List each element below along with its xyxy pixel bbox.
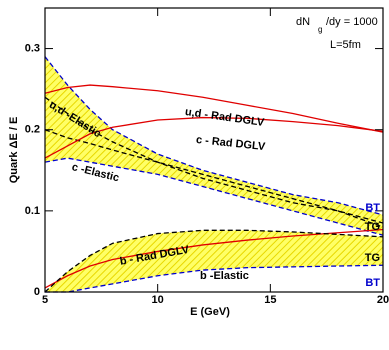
y-axis-label: Quark ΔE / E: [8, 117, 20, 184]
annotation: TG: [365, 221, 380, 233]
curve: [44, 157, 384, 236]
band: [45, 230, 383, 292]
annotation: g: [318, 25, 322, 34]
x-axis-label: E (GeV): [190, 306, 230, 318]
annotation: c - Rad DGLV: [195, 134, 266, 153]
curve: [45, 264, 384, 293]
annotation: TG: [365, 252, 380, 264]
annotation: BT: [365, 277, 380, 289]
band: [45, 56, 383, 236]
curve: [44, 129, 384, 228]
y-tick-label: 0: [34, 286, 40, 298]
annotation: b -Elastic: [200, 270, 249, 282]
curve: [44, 84, 384, 133]
curve: [44, 116, 384, 159]
y-tick-label: 0.3: [25, 42, 40, 54]
plot-frame: [44, 7, 384, 293]
annotation: u,d - Rad DGLV: [184, 106, 265, 129]
curve: [44, 96, 384, 224]
annotation: L=5fm: [330, 39, 361, 51]
curve: [44, 229, 384, 293]
x-tick-label: 10: [152, 294, 164, 306]
x-tick-label: 20: [377, 294, 389, 306]
y-tick-label: 0.1: [25, 205, 40, 217]
annotation: dN: [296, 16, 310, 28]
curve: [44, 56, 384, 216]
curve: [44, 228, 384, 289]
y-tick-label: 0.2: [25, 124, 40, 136]
annotation: /dy = 1000: [326, 16, 378, 28]
x-tick-label: 15: [264, 294, 276, 306]
x-tick-label: 5: [42, 294, 48, 306]
annotation: BT: [365, 202, 380, 214]
